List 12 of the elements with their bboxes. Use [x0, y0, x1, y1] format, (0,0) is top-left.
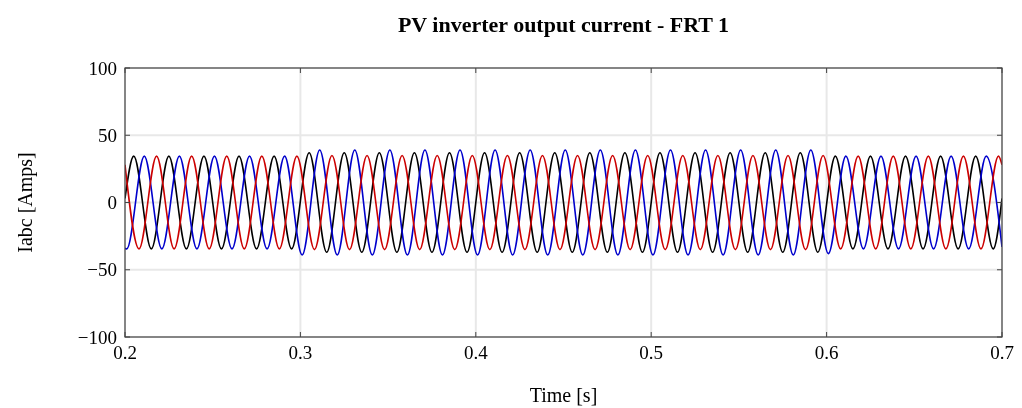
- x-axis-title: Time [s]: [529, 384, 598, 406]
- chart-title: PV inverter output current - FRT 1: [397, 12, 730, 37]
- y-axis-title: Iabc [Amps]: [14, 152, 37, 253]
- x-tick-label: 0.4: [463, 342, 489, 363]
- x-tick-label: 0.6: [814, 342, 839, 363]
- y-tick-label: −50: [87, 259, 117, 281]
- y-tick-label: 0: [107, 192, 117, 214]
- x-tick-label: 0.5: [639, 342, 664, 363]
- y-tick-label: 50: [98, 124, 117, 146]
- y-tick-label: 100: [88, 57, 117, 79]
- x-tick-label: 0.7: [990, 342, 1014, 363]
- x-tick-label: 0.3: [288, 342, 313, 363]
